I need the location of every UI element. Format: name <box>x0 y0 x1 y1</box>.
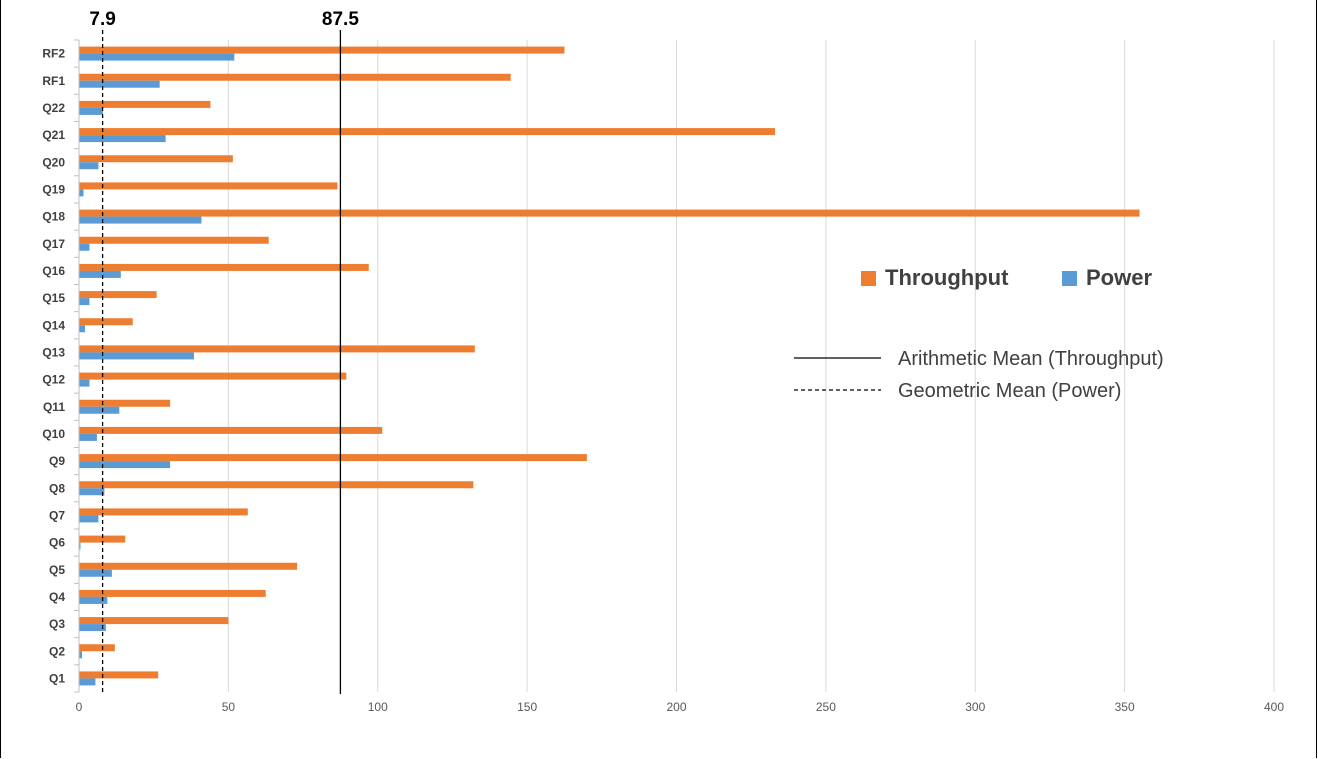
legend-label-power: Power <box>1086 265 1152 290</box>
bar-power-q16 <box>79 270 121 278</box>
legend-label-arithmetic-mean: Arithmetic Mean (Throughput) <box>898 348 1164 370</box>
bar-throughput-q21 <box>79 128 776 136</box>
bar-throughput-q12 <box>79 372 347 380</box>
category-label: Q9 <box>49 454 65 468</box>
category-label: Q14 <box>42 318 65 332</box>
bar-power-q21 <box>79 135 166 143</box>
category-label: Q2 <box>49 644 65 658</box>
bar-throughput-q3 <box>79 617 229 625</box>
category-label: Q20 <box>42 155 65 169</box>
bar-throughput-q19 <box>79 182 338 190</box>
legend: Throughput Power Arithmetic Mean (Throughp… <box>794 265 1164 402</box>
bar-throughput-q9 <box>79 454 587 462</box>
category-label: Q4 <box>49 590 65 604</box>
gridlines <box>227 40 1275 692</box>
bar-throughput-q11 <box>79 399 171 407</box>
category-label: Q12 <box>42 373 65 387</box>
category-label: Q5 <box>49 563 65 577</box>
bar-throughput-q16 <box>79 263 369 271</box>
bar-power-q15 <box>79 298 90 306</box>
bar-throughput-q17 <box>79 236 269 244</box>
legend-label-throughput: Throughput <box>885 265 1009 290</box>
bar-throughput-q14 <box>79 318 133 326</box>
bar-throughput-q6 <box>79 535 126 543</box>
category-label: Q21 <box>42 128 65 142</box>
x-tick-label: 150 <box>517 700 537 714</box>
category-label: RF2 <box>42 47 65 61</box>
x-tick-label: 100 <box>368 700 388 714</box>
bar-power-q6 <box>79 542 81 550</box>
bar-power-q5 <box>79 569 112 577</box>
bar-throughput-q13 <box>79 345 475 353</box>
category-label: Q3 <box>49 617 65 631</box>
bar-power-q1 <box>79 678 96 686</box>
bar-throughput-q1 <box>79 671 159 679</box>
legend-label-geometric-mean: Geometric Mean (Power) <box>898 380 1121 402</box>
bar-throughput-q15 <box>79 291 157 299</box>
bar-throughput-q2 <box>79 644 115 652</box>
bar-power-rf1 <box>79 80 160 88</box>
bar-throughput-q5 <box>79 562 298 570</box>
category-label: Q1 <box>49 671 65 685</box>
bar-throughput-q10 <box>79 426 383 434</box>
bar-throughput-q22 <box>79 100 211 108</box>
category-label: RF1 <box>42 74 65 88</box>
x-tick-label: 200 <box>666 700 686 714</box>
bar-throughput-q18 <box>79 209 1140 217</box>
reference-lines: 87.5 7.9 <box>89 9 359 694</box>
x-tick-label: 0 <box>76 700 83 714</box>
bar-throughput-q4 <box>79 589 266 597</box>
bar-power-q20 <box>79 162 99 170</box>
category-label: Q6 <box>49 536 65 550</box>
bar-power-q12 <box>79 379 90 387</box>
axes: 0 50 100 150 200 250 300 350 400 Q1 Q2 Q3 Q4 Q5 Q6 Q7 Q8… <box>42 39 1284 714</box>
bar-power-q4 <box>79 596 108 604</box>
bar-power-q22 <box>79 107 103 115</box>
x-tick-label: 400 <box>1264 700 1284 714</box>
bar-power-q13 <box>79 352 195 360</box>
bar-power-rf2 <box>79 53 235 61</box>
category-label: Q22 <box>42 101 65 115</box>
bar-throughput-q7 <box>79 508 248 516</box>
bar-power-q10 <box>79 433 97 441</box>
x-tick-label: 300 <box>965 700 985 714</box>
legend-swatch-throughput <box>861 271 876 286</box>
bar-power-q18 <box>79 216 202 224</box>
geometric-mean-value-label: 7.9 <box>89 9 115 30</box>
category-label: Q16 <box>42 264 65 278</box>
bar-throughput-rf1 <box>79 73 511 81</box>
bar-power-q2 <box>79 651 82 659</box>
bar-power-q11 <box>79 406 120 414</box>
category-label: Q7 <box>49 508 65 522</box>
x-tick-label: 50 <box>222 700 236 714</box>
category-label: Q15 <box>42 291 65 305</box>
x-tick-label: 350 <box>1115 700 1135 714</box>
category-label: Q19 <box>42 182 65 196</box>
arithmetic-mean-value-label: 87.5 <box>322 9 359 30</box>
bar-power-q17 <box>79 243 90 251</box>
category-label: Q10 <box>42 427 65 441</box>
x-tick-label: 250 <box>816 700 836 714</box>
bar-power-q19 <box>79 189 84 197</box>
category-label: Q18 <box>42 210 65 224</box>
category-label: Q17 <box>42 237 65 251</box>
bar-throughput-q20 <box>79 155 233 163</box>
legend-swatch-power <box>1062 271 1077 286</box>
category-label: Q13 <box>42 345 65 359</box>
bar-power-q8 <box>79 488 105 496</box>
category-label: Q8 <box>49 481 65 495</box>
bar-power-q14 <box>79 325 85 333</box>
bar-power-q7 <box>79 515 99 523</box>
bar-power-q3 <box>79 624 106 632</box>
category-label: Q11 <box>43 400 65 414</box>
bar-throughput-q8 <box>79 481 474 489</box>
bar-throughput-rf2 <box>79 46 565 54</box>
bar-power-q9 <box>79 461 171 469</box>
bars <box>79 46 1140 686</box>
